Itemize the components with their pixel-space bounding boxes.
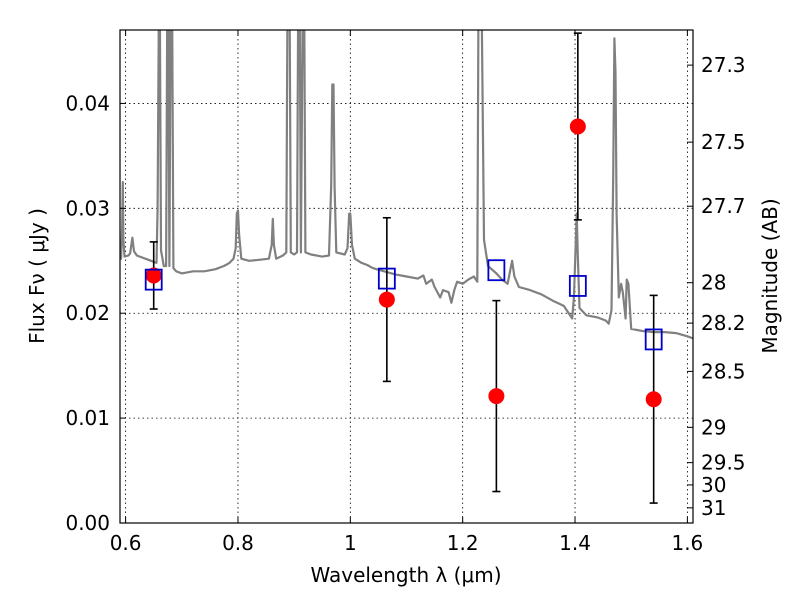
tick-layer: 0.6 0.8 1 1.2 1.4 1.6 0.00 0.01 0.02 0.03 0.04 27.3… (65, 30, 746, 555)
model-flux-point (144, 268, 163, 291)
observed-flux-point (488, 388, 505, 405)
model-flux-point (644, 328, 663, 351)
observed-flux-point (645, 391, 662, 408)
y-tick-label: 0.00 (65, 511, 110, 535)
x-tick-label: 0.6 (110, 531, 142, 555)
spectrum-line (120, 30, 693, 340)
y-tick-label: 0.01 (65, 406, 110, 430)
right-tick-label: 31 (701, 496, 726, 520)
x-tick-label: 1.4 (559, 531, 591, 555)
right-tick-label: 28.2 (701, 311, 746, 335)
y-tick-label: 0.02 (65, 301, 110, 325)
right-tick-label: 28.5 (701, 359, 746, 383)
y-tick-label: 0.03 (65, 196, 110, 220)
y-axis-right-label: Magnitude (AB) (758, 198, 782, 353)
observed-flux-point (569, 118, 586, 135)
x-axis-label: Wavelength λ (μm) (310, 563, 501, 587)
observed-flux-point (378, 291, 395, 308)
plot-frame (119, 29, 694, 524)
plot-area (120, 30, 693, 504)
x-tick-label: 1 (344, 531, 357, 555)
right-tick-label: 28 (701, 271, 726, 295)
x-tick-label: 1.2 (447, 531, 479, 555)
right-tick-label: 29.5 (701, 451, 746, 475)
right-tick-label: 27.5 (701, 130, 746, 154)
right-tick-label: 27.7 (701, 194, 746, 218)
x-tick-label: 1.6 (671, 531, 703, 555)
right-tick-label: 30 (701, 473, 726, 497)
y-axis-label: Flux Fν ( μJy ) (25, 208, 49, 344)
model-flux-point (487, 259, 506, 282)
model-flux-point (377, 267, 396, 290)
x-tick-label: 0.8 (222, 531, 254, 555)
data-layer (120, 30, 693, 504)
model-flux-point (568, 275, 587, 297)
right-tick-label: 29 (701, 415, 726, 439)
right-tick-label: 27.3 (701, 53, 746, 77)
y-tick-label: 0.04 (65, 91, 110, 115)
